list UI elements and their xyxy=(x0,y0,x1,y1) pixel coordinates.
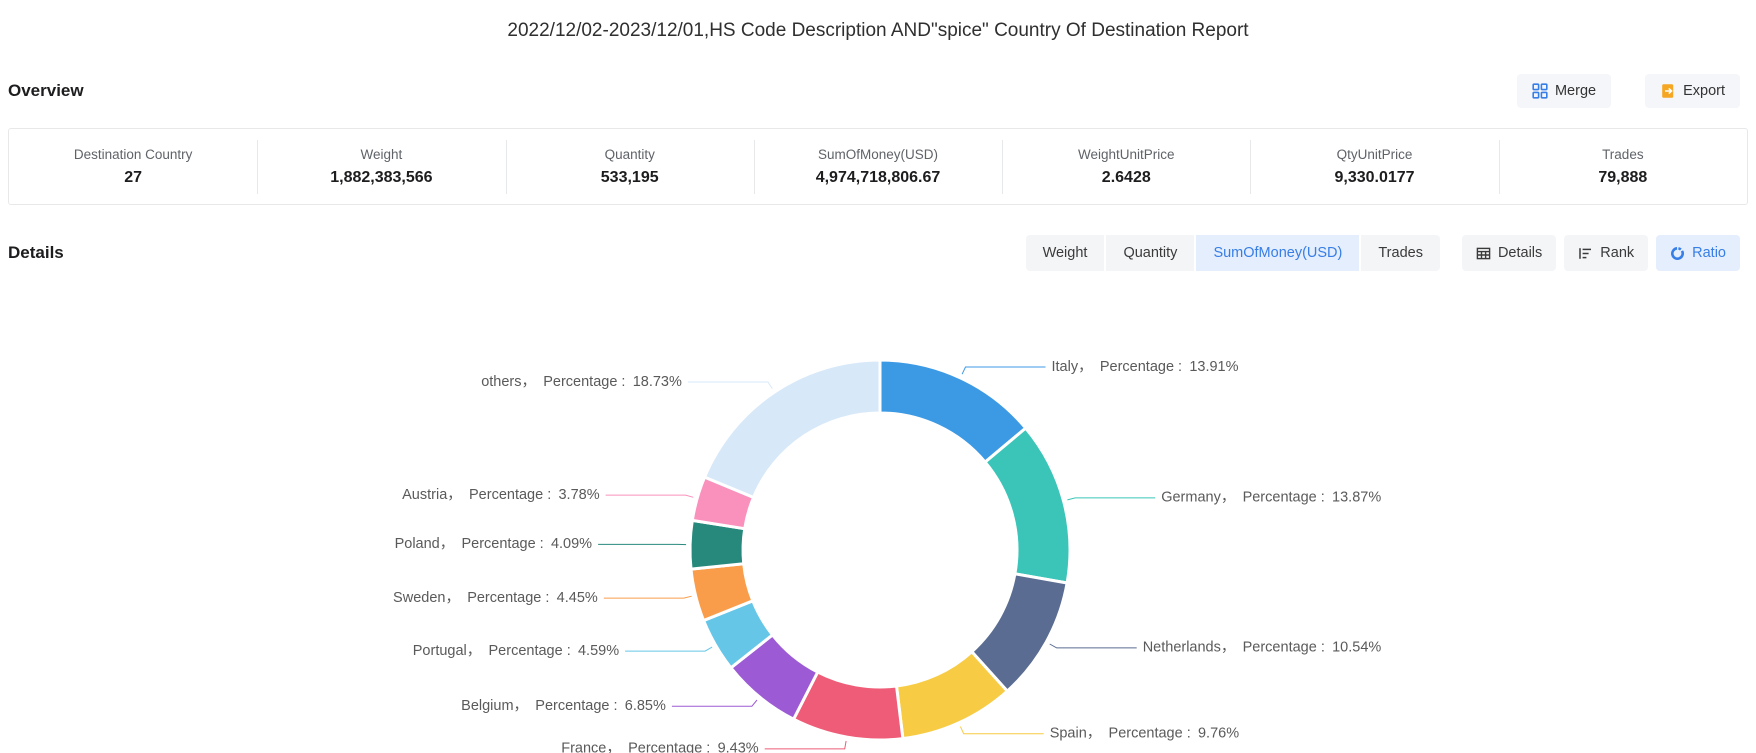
stat-value: 1,882,383,566 xyxy=(330,169,432,187)
destination-donut-chart: Italy， Percentage : 13.91% Germany， Perce… xyxy=(0,0,1756,753)
slice-label-portugal: Portugal， Percentage : 4.59% xyxy=(413,643,619,659)
overview-heading: Overview xyxy=(8,81,84,101)
overview-actions: Merge Export xyxy=(1517,74,1740,108)
stat-cell-weight: Weight 1,882,383,566 xyxy=(257,129,505,204)
slice-label-poland: Poland， Percentage : 4.09% xyxy=(395,536,593,552)
ratio-view-button[interactable]: Ratio xyxy=(1656,235,1740,271)
label-leader-line xyxy=(765,741,846,749)
label-leader-line xyxy=(962,367,1045,374)
slice-label-italy: Italy， Percentage : 13.91% xyxy=(1052,359,1239,375)
stat-value: 533,195 xyxy=(601,169,659,187)
label-leader-line xyxy=(1067,498,1155,500)
label-leader-line xyxy=(688,382,772,389)
overview-stats-bar: Destination Country 27 Weight 1,882,383,566… xyxy=(8,128,1748,205)
donut-ratio-icon xyxy=(1670,246,1685,261)
details-controls: WeightQuantitySumOfMoney(USD)Trades Deta… xyxy=(1026,235,1740,271)
slice-label-belgium: Belgium， Percentage : 6.85% xyxy=(461,698,666,714)
stat-cell-destination-country: Destination Country 27 xyxy=(9,129,257,204)
stat-cell-sumofmoney-usd: SumOfMoney(USD) 4,974,718,806.67 xyxy=(754,129,1002,204)
export-button-label: Export xyxy=(1683,83,1725,99)
details-view-button[interactable]: Details xyxy=(1462,235,1556,271)
stat-value: 79,888 xyxy=(1598,169,1647,187)
details-header-row: Details WeightQuantitySumOfMoney(USD)Tra… xyxy=(8,235,1740,271)
stat-label: WeightUnitPrice xyxy=(1078,147,1175,162)
slice-germany[interactable] xyxy=(985,428,1070,583)
tab-weight[interactable]: Weight xyxy=(1026,235,1105,271)
tab-trades[interactable]: Trades xyxy=(1361,235,1440,271)
stat-cell-qtyunitprice: QtyUnitPrice 9,330.0177 xyxy=(1250,129,1498,204)
stat-label: Quantity xyxy=(605,147,655,162)
merge-cells-icon xyxy=(1532,83,1548,99)
stat-label: Weight xyxy=(361,147,403,162)
overview-header-row: Overview Merge xyxy=(8,74,1740,108)
stat-cell-weightunitprice: WeightUnitPrice 2.6428 xyxy=(1002,129,1250,204)
view-button-label: Details xyxy=(1498,245,1542,261)
label-leader-line xyxy=(606,495,694,497)
stat-value: 2.6428 xyxy=(1102,169,1151,187)
stat-cell-quantity: Quantity 533,195 xyxy=(506,129,754,204)
stat-label: Trades xyxy=(1602,147,1644,162)
stat-value: 4,974,718,806.67 xyxy=(816,169,941,187)
slice-label-austria: Austria， Percentage : 3.78% xyxy=(402,487,600,503)
slice-label-france: France， Percentage : 9.43% xyxy=(561,741,759,753)
stat-label: QtyUnitPrice xyxy=(1337,147,1413,162)
view-buttons: Details Rank Ratio xyxy=(1462,235,1740,271)
slice-label-germany: Germany， Percentage : 13.87% xyxy=(1161,490,1381,506)
page-title: 2022/12/02-2023/12/01,HS Code Descriptio… xyxy=(0,0,1756,42)
slice-others[interactable] xyxy=(705,360,880,497)
view-button-label: Ratio xyxy=(1692,245,1726,261)
label-leader-line xyxy=(672,700,757,706)
rank-list-icon xyxy=(1578,246,1593,261)
stat-cell-trades: Trades 79,888 xyxy=(1499,129,1747,204)
stat-value: 27 xyxy=(124,169,142,187)
tab-sumofmoney-usd[interactable]: SumOfMoney(USD) xyxy=(1196,235,1359,271)
stat-value: 9,330.0177 xyxy=(1335,169,1415,187)
slice-label-sweden: Sweden， Percentage : 4.45% xyxy=(393,590,598,606)
stat-label: Destination Country xyxy=(74,147,193,162)
rank-view-button[interactable]: Rank xyxy=(1564,235,1648,271)
slice-label-netherlands: Netherlands， Percentage : 10.54% xyxy=(1143,640,1382,656)
export-button[interactable]: Export xyxy=(1645,74,1740,108)
label-leader-line xyxy=(625,647,712,651)
metric-tabs: WeightQuantitySumOfMoney(USD)Trades xyxy=(1026,235,1440,271)
details-heading: Details xyxy=(8,243,64,263)
slice-label-others: others， Percentage : 18.73% xyxy=(481,374,682,390)
slice-label-spain: Spain， Percentage : 9.76% xyxy=(1050,726,1240,742)
export-file-icon xyxy=(1660,83,1676,99)
merge-button[interactable]: Merge xyxy=(1517,74,1611,108)
view-button-label: Rank xyxy=(1600,245,1634,261)
label-leader-line xyxy=(604,596,692,598)
merge-button-label: Merge xyxy=(1555,83,1596,99)
stat-label: SumOfMoney(USD) xyxy=(818,147,938,162)
label-leader-line xyxy=(1050,644,1137,648)
tab-quantity[interactable]: Quantity xyxy=(1106,235,1194,271)
label-leader-line xyxy=(960,727,1043,734)
table-icon xyxy=(1476,246,1491,261)
report-page: 2022/12/02-2023/12/01,HS Code Descriptio… xyxy=(0,0,1756,753)
